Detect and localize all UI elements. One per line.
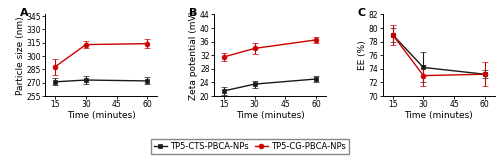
Y-axis label: EE (%): EE (%) [358,40,367,70]
Y-axis label: Zeta potential (mV): Zeta potential (mV) [190,11,198,100]
Y-axis label: Particle size (nm): Particle size (nm) [16,16,25,95]
Legend: TP5-CTS-PBCA-NPs, TP5-CG-PBCA-NPs: TP5-CTS-PBCA-NPs, TP5-CG-PBCA-NPs [151,139,349,154]
Text: A: A [20,8,29,18]
X-axis label: Time (minutes): Time (minutes) [404,111,473,120]
Text: C: C [358,8,366,18]
Text: B: B [189,8,198,18]
X-axis label: Time (minutes): Time (minutes) [236,111,304,120]
X-axis label: Time (minutes): Time (minutes) [67,111,136,120]
